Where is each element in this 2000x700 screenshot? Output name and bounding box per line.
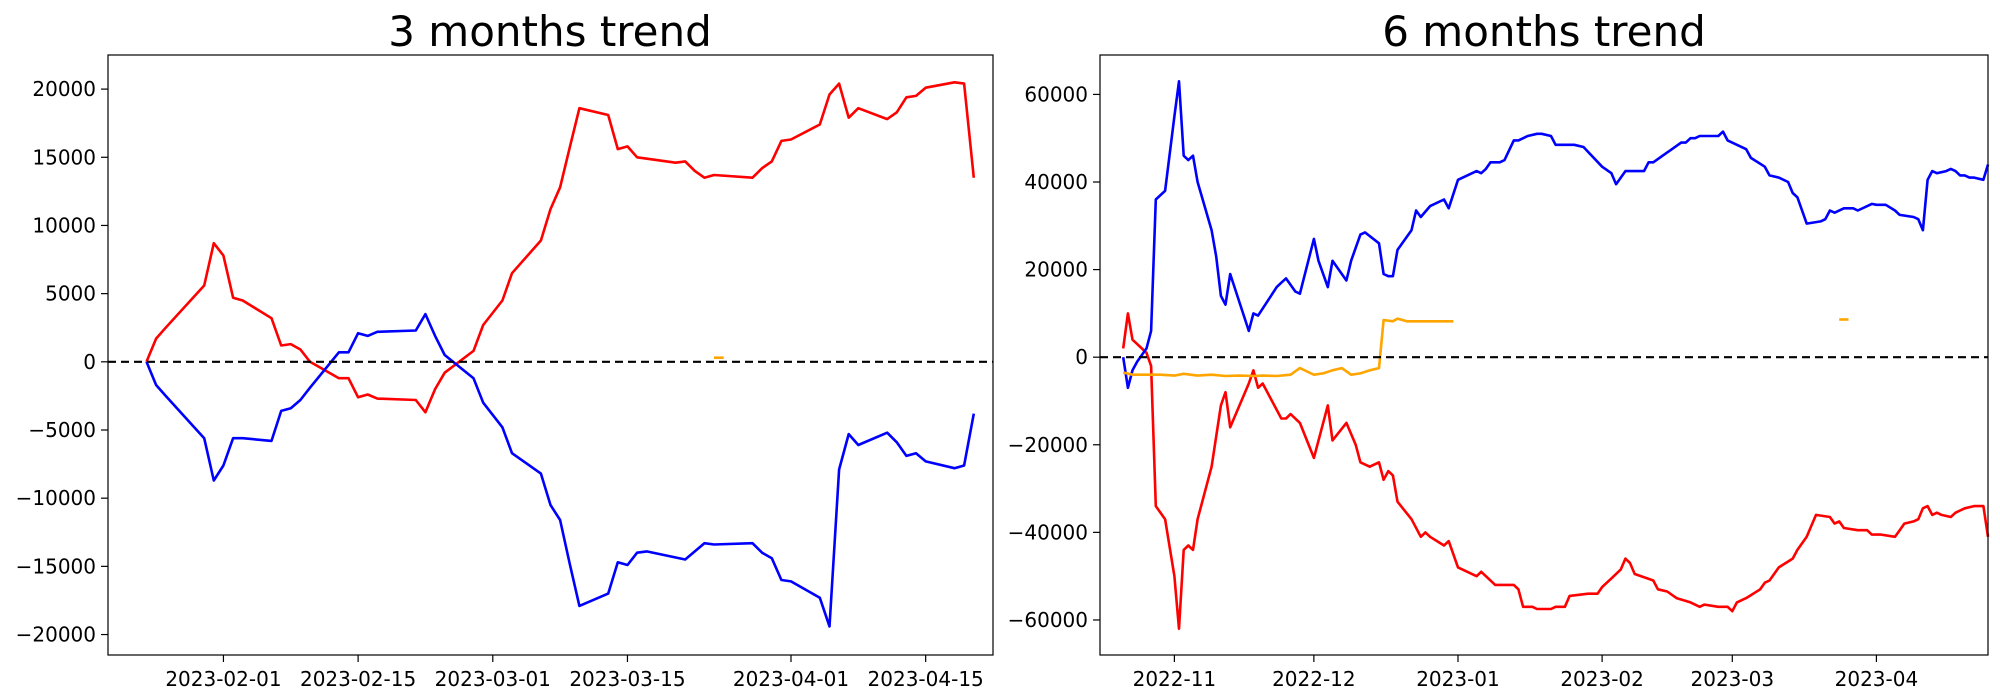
chart-6-months: 6 months trend −60000 −40000 −20000 0 20000 4…	[1008, 7, 1990, 691]
x-tick-label: 2022-11	[1133, 667, 1217, 691]
x-tick-label: 2023-04-01	[733, 667, 849, 691]
series-line-orange-6m-2	[1122, 317, 1454, 378]
x-tick-label: 2023-03	[1691, 667, 1775, 691]
series-line-blue-3m-1	[145, 312, 976, 628]
chart-title-3-months: 3 months trend	[388, 7, 712, 56]
series-line-red-3m-0	[145, 81, 976, 414]
y-tick-label: −60000	[1008, 608, 1088, 632]
x-tick-label: 2023-01	[1416, 667, 1500, 691]
x-tick-label: 2023-02	[1560, 667, 1644, 691]
y-tick-label: 20000	[32, 77, 96, 101]
y-tick-label: 0	[1075, 345, 1088, 369]
series-line-blue-6m-1	[1121, 80, 1990, 390]
y-tick-label: −20000	[1008, 433, 1088, 457]
y-tick-label: −5000	[28, 418, 96, 442]
chart-3-months: 3 months trend −20000 −15000 −10000 −5000 0 5…	[16, 7, 994, 691]
y-tick-label: −20000	[16, 623, 96, 647]
plot-area-3-months: −20000 −15000 −10000 −5000 0 5000 10000 15000 20…	[16, 54, 994, 691]
y-tick-label: 0	[83, 350, 96, 374]
x-tick-label: 2023-02-01	[165, 667, 281, 691]
y-tick-label: 15000	[32, 145, 96, 169]
x-tick-label: 2023-03-01	[435, 667, 551, 691]
series-line-red-6m-0	[1121, 312, 1990, 631]
axes-frame-3m	[107, 54, 994, 656]
y-tick-label: 20000	[1024, 258, 1088, 282]
y-tick-label: 40000	[1024, 170, 1088, 194]
y-tick-label: −10000	[16, 486, 96, 510]
y-tick-label: 5000	[45, 282, 96, 306]
y-tick-label: 10000	[32, 213, 96, 237]
x-tick-label: 2023-03-15	[569, 667, 685, 691]
y-tick-label: −15000	[16, 554, 96, 578]
x-tick-label: 2022-12	[1272, 667, 1356, 691]
chart-title-6-months: 6 months trend	[1382, 7, 1706, 56]
plot-area-6-months: −60000 −40000 −20000 0 20000 40000 60000 2022-1…	[1008, 54, 1990, 691]
x-tick-label: 2023-04	[1835, 667, 1919, 691]
x-tick-label: 2023-04-15	[868, 667, 984, 691]
x-tick-label: 2023-02-15	[300, 667, 416, 691]
y-tick-label: −40000	[1008, 520, 1088, 544]
axes-frame-6m	[1099, 54, 1989, 656]
y-tick-label: 60000	[1024, 82, 1088, 106]
